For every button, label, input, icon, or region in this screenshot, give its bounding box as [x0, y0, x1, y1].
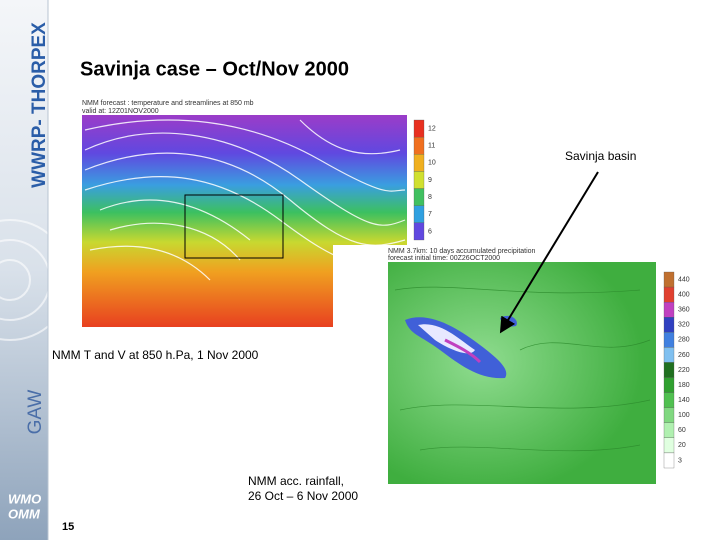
colorbar-label: 6	[428, 228, 432, 235]
annotation: Savinja basin	[565, 149, 636, 163]
colorbar-label: 60	[678, 427, 686, 434]
annotation-arrow	[499, 171, 599, 334]
colorbar-swatch	[663, 362, 675, 378]
colorbar-label: 320	[678, 322, 690, 329]
colorbar-swatch	[413, 188, 425, 206]
sidebar	[0, 0, 48, 540]
colorbar-swatch	[413, 154, 425, 172]
colorbar-label: 440	[678, 276, 690, 283]
colorbar-swatch	[663, 407, 675, 423]
colorbar-swatch	[413, 171, 425, 189]
colorbar-label: 400	[678, 291, 690, 298]
colorbar-swatch	[413, 119, 425, 138]
colorbar-label: 220	[678, 367, 690, 374]
colorbar-swatch	[663, 347, 675, 363]
rainfall-map: 440 400 360 320 280 260 220 180 140 100 60 20 3 NMM …	[333, 245, 695, 493]
figure-caption: NMM T and V at 850 h.Pa, 1 Nov 2000	[52, 348, 259, 362]
colorbar-swatch	[663, 317, 675, 333]
colorbar-label: 9	[428, 177, 432, 184]
colorbar-swatch	[663, 437, 675, 454]
logo-text: WMO	[8, 491, 41, 506]
colorbar-swatch	[413, 136, 425, 155]
gaw-label: GAW	[25, 390, 46, 435]
colorbar-label: 280	[678, 337, 690, 344]
colorbar-label: 10	[428, 160, 436, 167]
figure-caption: NMM acc. rainfall,	[248, 474, 344, 488]
colorbar-swatch	[663, 271, 675, 288]
colorbar-label: 260	[678, 352, 690, 359]
colorbar-label: 360	[678, 307, 690, 314]
colorbar-swatch	[663, 392, 675, 408]
colorbar-swatch	[663, 452, 675, 469]
logo-text: OMM	[8, 506, 41, 521]
colorbar-label: 8	[428, 194, 432, 201]
colorbar-label: 100	[678, 412, 690, 419]
colorbar-swatch	[663, 422, 675, 438]
colorbar-swatch	[663, 302, 675, 318]
colorbar-swatch	[663, 286, 675, 303]
colorbar-label: 7	[428, 211, 432, 218]
slide-title: Savinja case – Oct/Nov 2000	[80, 58, 349, 80]
program-label: WWRP- THORPEX	[29, 22, 50, 188]
colorbar-label: 11	[428, 143, 435, 150]
colorbar-label: 180	[678, 382, 690, 389]
colorbar-label: 3	[678, 457, 682, 464]
figure-caption: 26 Oct – 6 Nov 2000	[248, 489, 358, 503]
map-header: NMM forecast : temperature and streamlin…	[82, 100, 254, 107]
map-header: NMM 3.7km: 10 days accumulated precipita…	[388, 248, 536, 255]
colorbar-swatch	[663, 332, 675, 348]
map-header: forecast initial time: 00Z26OCT2000	[388, 255, 500, 262]
colorbar-label: 20	[678, 442, 686, 449]
colorbar-label: 12	[428, 125, 436, 132]
colorbar-swatch	[663, 377, 675, 393]
map-header: valid at: 12Z01NOV2000	[82, 108, 159, 115]
colorbar-label: 140	[678, 397, 690, 404]
colorbar-swatch	[413, 205, 425, 224]
colorbar-swatch	[413, 222, 425, 241]
page-number: 15	[62, 521, 74, 533]
